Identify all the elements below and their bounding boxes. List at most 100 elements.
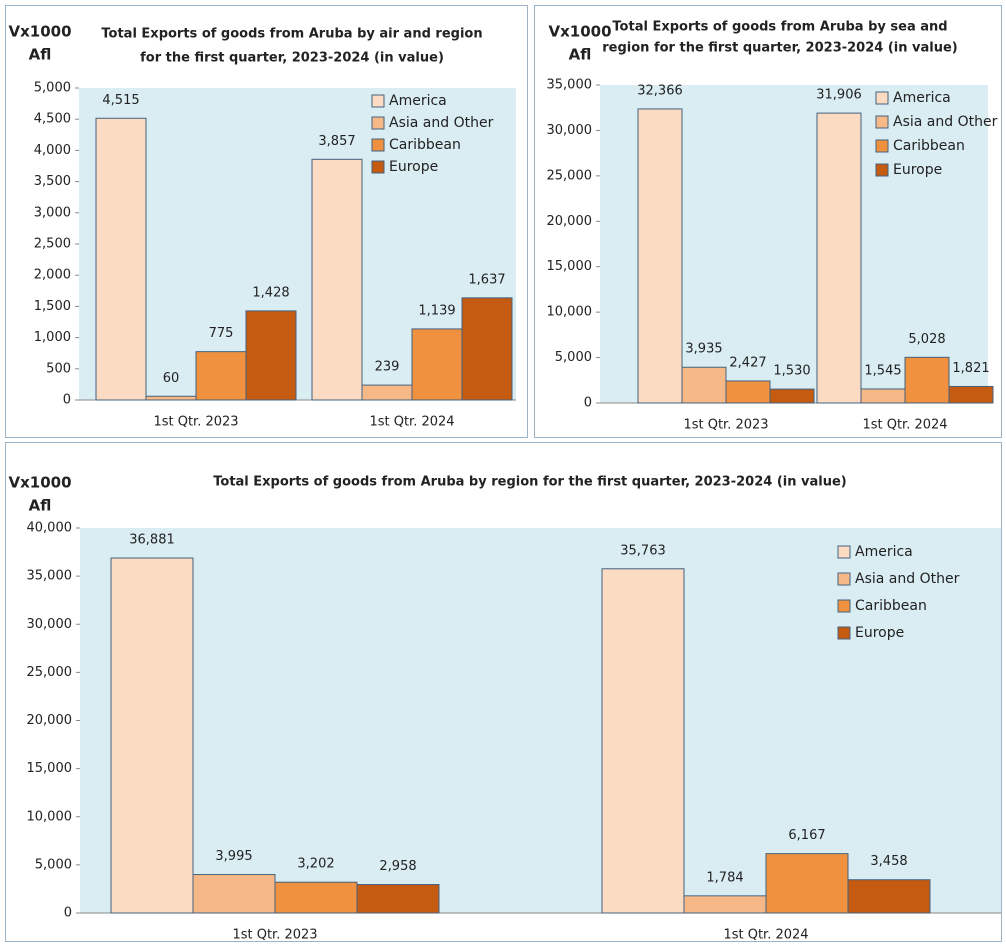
y-tick-label: 10,000 <box>27 809 73 824</box>
chart-title: Total Exports of goods from Aruba by air… <box>101 27 482 42</box>
data-label: 2,958 <box>379 859 416 874</box>
legend-label: America <box>893 90 951 106</box>
y-tick-label: 15,000 <box>27 761 73 776</box>
data-label: 31,906 <box>816 88 862 103</box>
bar <box>411 328 463 401</box>
plot-area <box>80 528 1001 913</box>
legend-label: Europe <box>855 625 904 641</box>
legend-label: Europe <box>389 159 438 175</box>
legend-swatch <box>875 163 889 177</box>
bar <box>860 388 906 404</box>
y-tick-label: 25,000 <box>547 168 593 183</box>
y-tick-label: 10,000 <box>547 305 593 320</box>
data-label: 1,530 <box>773 364 810 379</box>
data-label: 3,995 <box>215 849 252 864</box>
data-label: 4,515 <box>102 93 139 108</box>
bar <box>245 310 297 401</box>
data-label: 6,167 <box>788 828 825 843</box>
legend-label: Caribbean <box>893 138 965 154</box>
bar <box>145 395 197 401</box>
data-label: 60 <box>163 371 180 386</box>
y-tick-label: 35,000 <box>27 569 73 584</box>
data-label: 3,458 <box>870 854 907 869</box>
bar <box>192 874 276 914</box>
legend-label: Asia and Other <box>855 571 960 587</box>
bar <box>461 297 513 401</box>
y-tick-label: 20,000 <box>547 214 593 229</box>
y-tick-label: 4,500 <box>34 112 71 127</box>
legend-swatch <box>371 160 385 174</box>
y-tick-label: 5,000 <box>555 350 592 365</box>
bar <box>361 384 413 401</box>
x-tick-label: 1st Qtr. 2024 <box>369 415 454 430</box>
y-tick-label: 0 <box>584 396 592 411</box>
y-tick-label: 2,000 <box>34 268 71 283</box>
legend-label: Caribbean <box>389 137 461 153</box>
x-tick-label: 1st Qtr. 2024 <box>862 418 947 433</box>
data-label: 3,857 <box>318 134 355 149</box>
chart-title: Total Exports of goods from Aruba by reg… <box>213 475 846 490</box>
y-tick-label: 1,000 <box>34 330 71 345</box>
chart-title: region for the first quarter, 2023-2024 … <box>602 41 957 56</box>
data-label: 239 <box>375 360 400 375</box>
legend-swatch <box>837 626 851 640</box>
data-label: 2,427 <box>729 355 766 370</box>
y-axis-label: Vx1000 <box>8 23 71 41</box>
legend-swatch <box>875 139 889 153</box>
bar <box>948 385 994 404</box>
data-label: 36,881 <box>129 533 175 548</box>
legend-swatch <box>371 138 385 152</box>
y-tick-label: 40,000 <box>27 521 73 536</box>
chart-title: for the first quarter, 2023-2024 (in val… <box>140 51 444 66</box>
legend-swatch <box>837 545 851 559</box>
y-tick-label: 5,000 <box>34 81 71 96</box>
data-label: 35,763 <box>620 543 666 558</box>
y-tick-label: 25,000 <box>27 665 73 680</box>
y-tick-label: 30,000 <box>547 123 593 138</box>
y-tick-label: 0 <box>64 906 72 921</box>
bar <box>847 879 931 914</box>
bar <box>637 108 683 404</box>
y-tick-label: 30,000 <box>27 617 73 632</box>
y-tick-label: 3,000 <box>34 205 71 220</box>
bar <box>601 568 685 914</box>
data-label: 3,202 <box>297 857 334 872</box>
legend-label: America <box>855 544 913 560</box>
data-label: 1,637 <box>468 272 505 287</box>
y-tick-label: 20,000 <box>27 713 73 728</box>
bar <box>274 881 358 914</box>
legend-swatch <box>371 94 385 108</box>
legend-label: Asia and Other <box>893 114 998 130</box>
y-tick-label: 2,500 <box>34 237 71 252</box>
data-label: 1,545 <box>864 363 901 378</box>
y-tick-label: 35,000 <box>547 78 593 93</box>
bar <box>816 112 862 404</box>
y-axis-label: Vx1000 <box>548 23 611 41</box>
data-label: 32,366 <box>637 83 683 98</box>
legend-swatch <box>875 91 889 105</box>
data-label: 1,784 <box>706 870 743 885</box>
data-label: 5,028 <box>908 332 945 347</box>
legend-label: Caribbean <box>855 598 927 614</box>
x-tick-label: 1st Qtr. 2023 <box>153 415 238 430</box>
bar <box>110 557 194 914</box>
bar <box>725 380 771 404</box>
bar <box>765 853 849 914</box>
y-tick-label: 0 <box>63 393 71 408</box>
legend-swatch <box>875 115 889 129</box>
legend-swatch <box>837 572 851 586</box>
legend-label: America <box>389 93 447 109</box>
legend-label: Asia and Other <box>389 115 494 131</box>
x-tick-label: 1st Qtr. 2023 <box>232 928 317 943</box>
bar <box>95 117 147 401</box>
bar <box>683 895 767 914</box>
bar <box>904 356 950 404</box>
data-label: 1,428 <box>252 285 289 300</box>
y-axis-label: Afl <box>29 46 52 64</box>
x-tick-label: 1st Qtr. 2024 <box>723 928 808 943</box>
bar <box>311 158 363 401</box>
bar <box>681 366 727 404</box>
data-label: 775 <box>209 326 234 341</box>
data-label: 1,821 <box>952 361 989 376</box>
